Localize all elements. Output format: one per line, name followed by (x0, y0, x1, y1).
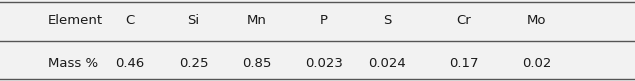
Text: Element: Element (48, 14, 103, 27)
Text: 0.024: 0.024 (368, 57, 406, 70)
Text: Si: Si (187, 14, 200, 27)
Text: 0.023: 0.023 (305, 57, 343, 70)
Text: Cr: Cr (456, 14, 471, 27)
Text: 0.17: 0.17 (449, 57, 478, 70)
Text: C: C (126, 14, 135, 27)
Text: 0.46: 0.46 (116, 57, 145, 70)
Text: 0.25: 0.25 (179, 57, 208, 70)
Text: 0.02: 0.02 (522, 57, 551, 70)
Text: P: P (320, 14, 328, 27)
Text: 0.85: 0.85 (243, 57, 272, 70)
Text: S: S (383, 14, 392, 27)
Text: Mo: Mo (527, 14, 546, 27)
Text: Mass %: Mass % (48, 57, 98, 70)
Text: Mn: Mn (247, 14, 267, 27)
